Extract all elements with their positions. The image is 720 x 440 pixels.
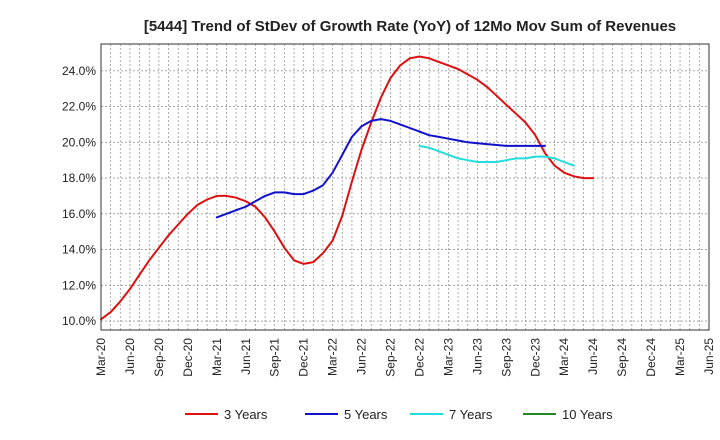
x-tick-label: Mar-20	[94, 338, 108, 376]
x-tick-label: Dec-24	[644, 338, 658, 377]
legend-label: 5 Years	[344, 407, 388, 422]
y-tick-label: 16.0%	[62, 207, 96, 221]
x-tick-label: Jun-25	[702, 338, 716, 375]
y-tick-label: 14.0%	[62, 243, 96, 257]
legend-label: 10 Years	[562, 407, 613, 422]
x-tick-label: Sep-24	[615, 338, 629, 377]
y-tick-label: 22.0%	[62, 100, 96, 114]
legend-label: 7 Years	[449, 407, 493, 422]
chart-title: [5444] Trend of StDev of Growth Rate (Yo…	[144, 18, 676, 35]
series-line-7-years	[418, 144, 575, 167]
x-tick-label: Dec-23	[528, 338, 542, 377]
x-tick-label: Jun-21	[239, 338, 253, 375]
x-tick-label: Jun-24	[586, 338, 600, 375]
x-tick-label: Mar-21	[210, 338, 224, 376]
legend: 3 Years 5 Years 7 Years 10 Years	[185, 407, 613, 422]
series-lines	[100, 55, 595, 321]
x-tick-label: Sep-22	[384, 338, 398, 377]
x-tick-label: Jun-20	[123, 338, 137, 375]
x-tick-label: Mar-25	[673, 338, 687, 376]
x-tick-label: Dec-21	[297, 338, 311, 377]
x-tick-label: Mar-23	[441, 338, 455, 376]
y-axis: 10.0% 12.0% 14.0% 16.0% 18.0% 20.0% 22.0% 24.0%	[62, 64, 96, 328]
x-tick-label: Sep-20	[152, 338, 166, 377]
x-tick-label: Jun-23	[470, 338, 484, 375]
y-tick-label: 20.0%	[62, 135, 96, 149]
x-tick-label: Dec-20	[181, 338, 195, 377]
x-tick-label: Jun-22	[355, 338, 369, 375]
x-tick-label: Mar-24	[557, 338, 571, 376]
legend-label: 3 Years	[224, 407, 268, 422]
plot-frame	[100, 43, 710, 331]
y-tick-label: 18.0%	[62, 171, 96, 185]
grid	[101, 44, 709, 330]
x-tick-label: Sep-23	[499, 338, 513, 377]
y-tick-label: 24.0%	[62, 64, 96, 78]
y-tick-label: 10.0%	[62, 314, 96, 328]
series-line-3-years	[100, 55, 595, 321]
series-line-5-years	[215, 118, 546, 219]
x-tick-label: Sep-21	[268, 338, 282, 377]
y-tick-label: 12.0%	[62, 278, 96, 292]
x-tick-label: Dec-22	[412, 338, 426, 377]
x-tick-label: Mar-22	[326, 338, 340, 376]
x-axis: Mar-20 Jun-20 Sep-20 Dec-20 Mar-21 Jun-21 Sep-…	[94, 338, 716, 377]
